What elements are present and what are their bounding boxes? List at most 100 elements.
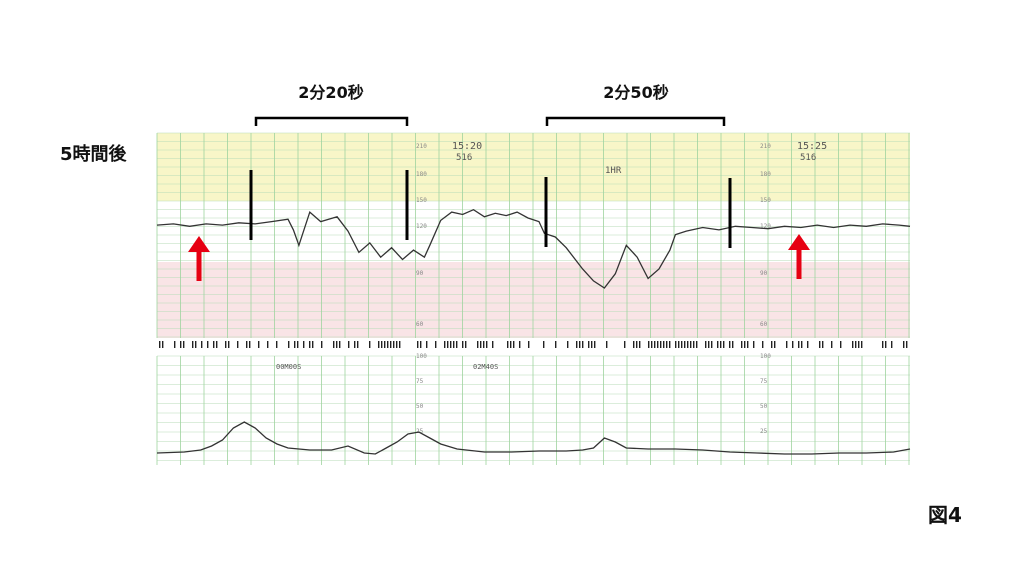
event-mark (903, 341, 905, 348)
event-mark (249, 341, 251, 348)
event-mark (744, 341, 746, 348)
event-mark (384, 341, 386, 348)
event-mark (333, 341, 335, 348)
span-label-1: 2分20秒 (298, 83, 363, 102)
grid (156, 132, 910, 465)
fhr-tick-label: 120 (760, 223, 771, 230)
event-mark (225, 341, 227, 348)
event-mark (591, 341, 593, 348)
event-mark (174, 341, 176, 348)
uc-tick-label: 50 (416, 403, 424, 410)
event-mark (636, 341, 638, 348)
event-mark (852, 341, 854, 348)
event-mark (357, 341, 359, 348)
event-mark (678, 341, 680, 348)
time-stamp-1: 15:20 (452, 141, 482, 152)
span-bracket-2: 2分50秒 (545, 83, 726, 126)
event-mark (381, 341, 383, 348)
event-mark (648, 341, 650, 348)
event-mark (792, 341, 794, 348)
event-mark (831, 341, 833, 348)
event-mark (387, 341, 389, 348)
event-mark (480, 341, 482, 348)
event-mark (216, 341, 218, 348)
event-mark (294, 341, 296, 348)
event-mark (855, 341, 857, 348)
event-mark (321, 341, 323, 348)
event-mark (690, 341, 692, 348)
event-mark (807, 341, 809, 348)
event-mark (654, 341, 656, 348)
event-mark (741, 341, 743, 348)
event-mark (576, 341, 578, 348)
event-mark (693, 341, 695, 348)
figure-label: 図4 (928, 503, 962, 527)
uc-tick-label: 25 (760, 428, 768, 435)
event-mark (840, 341, 842, 348)
event-mark (450, 341, 452, 348)
event-mark (606, 341, 608, 348)
event-mark (579, 341, 581, 348)
event-mark (711, 341, 713, 348)
event-mark (159, 341, 161, 348)
event-mark (237, 341, 239, 348)
event-mark (336, 341, 338, 348)
event-mark (420, 341, 422, 348)
elapsed-label: 5時間後 (60, 143, 128, 165)
event-mark (510, 341, 512, 348)
event-mark (348, 341, 350, 348)
fhr-tick-label: 180 (416, 171, 427, 178)
event-mark (339, 341, 341, 348)
event-mark (885, 341, 887, 348)
event-mark (492, 341, 494, 348)
event-mark (456, 341, 458, 348)
uc-tick-label: 50 (760, 403, 768, 410)
event-mark (378, 341, 380, 348)
event-mark (684, 341, 686, 348)
event-mark (465, 341, 467, 348)
code-2: 516 (800, 153, 816, 163)
event-mark (657, 341, 659, 348)
fhr-tick-label: 60 (416, 321, 424, 328)
uc-tick-label: 100 (416, 353, 427, 360)
event-mark (798, 341, 800, 348)
event-mark (663, 341, 665, 348)
event-mark (774, 341, 776, 348)
fhr-tick-label: 60 (760, 321, 768, 328)
uc-tick-label: 75 (416, 378, 424, 385)
span-label-2: 2分50秒 (603, 83, 668, 102)
event-mark (444, 341, 446, 348)
arrow-icon (188, 236, 210, 281)
event-mark (822, 341, 824, 348)
event-marker-band (159, 341, 908, 348)
event-mark (666, 341, 668, 348)
event-mark (594, 341, 596, 348)
event-mark (303, 341, 305, 348)
paper-annotations: 15:20 516 15:25 516 1HR 00M00S 02M40S (276, 141, 827, 371)
event-mark (267, 341, 269, 348)
event-mark (354, 341, 356, 348)
elapsed-stamp-2: 02M40S (473, 363, 498, 371)
event-mark (258, 341, 260, 348)
event-mark (567, 341, 569, 348)
event-mark (624, 341, 626, 348)
event-mark (246, 341, 248, 348)
event-mark (288, 341, 290, 348)
event-mark (696, 341, 698, 348)
event-mark (801, 341, 803, 348)
fhr-tick-label: 180 (760, 171, 771, 178)
event-mark (786, 341, 788, 348)
hr-marker: 1HR (605, 166, 622, 176)
uc-panel (157, 350, 910, 465)
code-1: 516 (456, 153, 472, 163)
uc-tick-label: 25 (416, 428, 424, 435)
fhr-tick-label: 210 (760, 143, 771, 150)
event-mark (417, 341, 419, 348)
ctg-strip (156, 132, 910, 465)
event-mark (297, 341, 299, 348)
event-mark (669, 341, 671, 348)
fhr-trace (156, 208, 911, 289)
event-mark (369, 341, 371, 348)
uc-tick-label: 75 (760, 378, 768, 385)
fhr-tick-label: 90 (416, 270, 424, 277)
